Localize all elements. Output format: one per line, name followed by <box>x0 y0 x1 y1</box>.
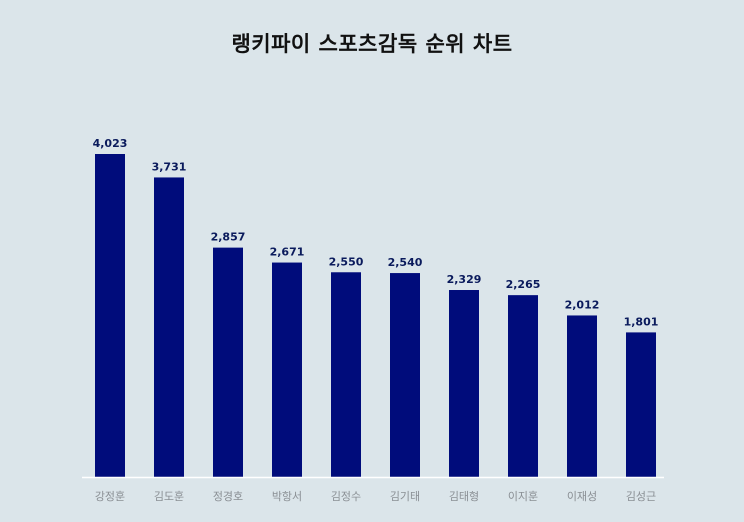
value-label: 2,012 <box>565 298 600 311</box>
category-label: 김태형 <box>449 490 479 503</box>
value-label: 2,540 <box>388 256 423 269</box>
bar-정경호 <box>213 247 243 477</box>
bar-박항서 <box>272 262 302 477</box>
category-label: 김기태 <box>390 490 420 503</box>
category-label: 김정수 <box>331 490 361 503</box>
value-label: 2,857 <box>211 231 246 244</box>
value-label: 2,671 <box>270 246 305 259</box>
category-label: 이재성 <box>567 490 597 503</box>
category-label: 정경호 <box>213 490 243 503</box>
value-label: 4,023 <box>93 137 128 150</box>
value-label: 2,265 <box>506 278 541 291</box>
value-label: 1,801 <box>624 315 659 328</box>
bar-김성근 <box>626 332 656 477</box>
bar-이재성 <box>567 315 597 477</box>
bar-강정훈 <box>95 154 125 477</box>
category-label: 김성근 <box>626 490 656 503</box>
category-label: 박항서 <box>272 490 302 503</box>
bar-김정수 <box>331 272 361 477</box>
value-label: 3,731 <box>152 160 187 173</box>
bar-김태형 <box>449 290 479 477</box>
category-label: 김도훈 <box>154 490 184 503</box>
chart-title: 랭키파이 스포츠감독 순위 차트 <box>231 32 513 56</box>
bar-김기태 <box>390 273 420 477</box>
value-label: 2,550 <box>329 255 364 268</box>
category-label: 강정훈 <box>95 490 125 503</box>
bar-김도훈 <box>154 177 184 477</box>
value-label: 2,329 <box>447 273 482 286</box>
category-label: 이지훈 <box>508 490 538 503</box>
bar-이지훈 <box>508 295 538 477</box>
